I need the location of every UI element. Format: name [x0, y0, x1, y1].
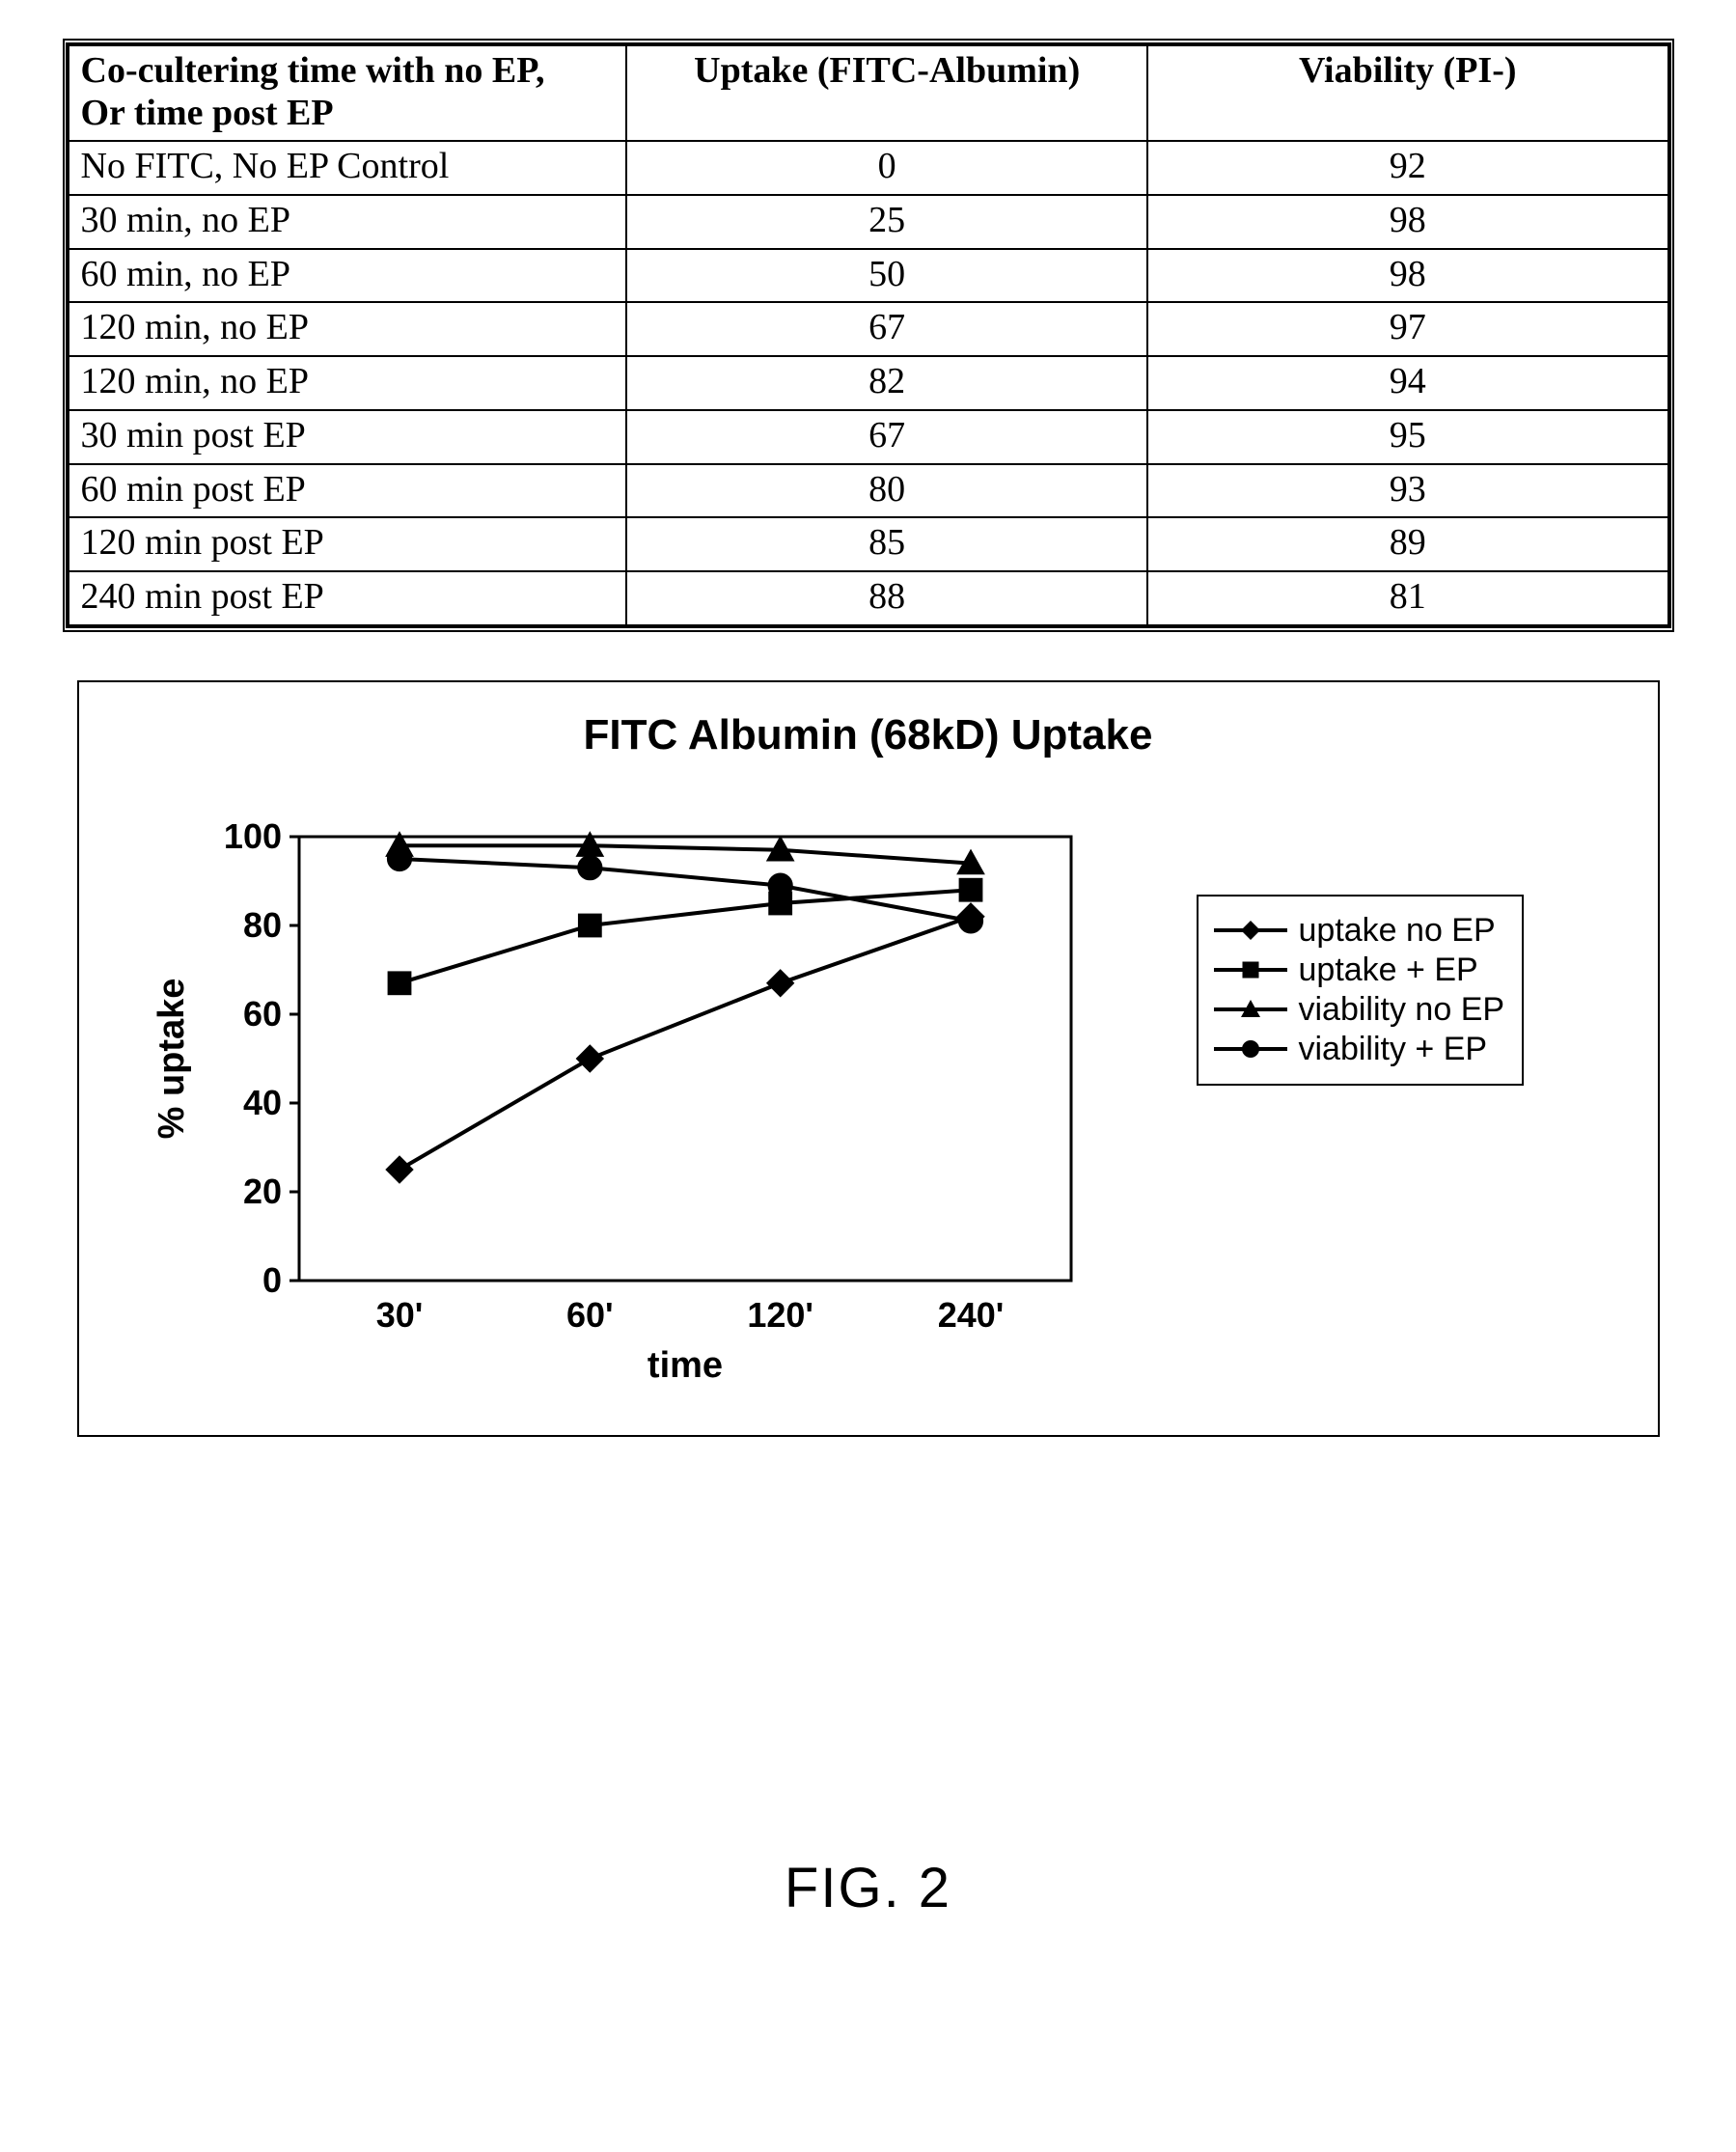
table-cell: No FITC, No EP Control [69, 141, 627, 195]
table-cell: 94 [1147, 356, 1667, 410]
table-cell: 60 min post EP [69, 464, 627, 518]
col-header-0-line1: Co-cultering time with no EP, [81, 50, 545, 91]
table-cell: 89 [1147, 517, 1667, 571]
table-cell: 80 [626, 464, 1147, 518]
svg-text:0: 0 [262, 1260, 281, 1300]
table-row: 30 min, no EP2598 [69, 195, 1668, 249]
svg-text:30': 30' [375, 1295, 423, 1335]
col-header-2: Viability (PI-) [1147, 45, 1667, 141]
chart-canvas: 0 20 40 60 80 100 30' 60' 120' 240' time % uptake [106, 779, 1168, 1396]
table-row: 30 min post EP6795 [69, 410, 1668, 464]
chart-legend: uptake no EPuptake + EPviability no EPvi… [1197, 895, 1525, 1086]
svg-text:120': 120' [747, 1295, 813, 1335]
svg-text:60': 60' [566, 1295, 614, 1335]
table-row: 120 min, no EP6797 [69, 302, 1668, 356]
svg-text:20: 20 [242, 1172, 281, 1211]
table-cell: 240 min post EP [69, 571, 627, 625]
data-table: Co-cultering time with no EP, Or time po… [63, 39, 1674, 632]
table-header-row: Co-cultering time with no EP, Or time po… [69, 45, 1668, 141]
table-row: 240 min post EP8881 [69, 571, 1668, 625]
legend-item: viability no EP [1212, 991, 1505, 1029]
table-cell: 67 [626, 302, 1147, 356]
table-row: 60 min, no EP5098 [69, 249, 1668, 303]
table-cell: 95 [1147, 410, 1667, 464]
legend-label: uptake no EP [1299, 912, 1496, 950]
legend-label: viability no EP [1299, 991, 1505, 1029]
svg-text:80: 80 [242, 905, 281, 945]
table-row: 120 min post EP8589 [69, 517, 1668, 571]
svg-text:40: 40 [242, 1083, 281, 1122]
svg-text:% uptake: % uptake [152, 978, 192, 1139]
table-cell: 85 [626, 517, 1147, 571]
table-cell: 98 [1147, 249, 1667, 303]
table-cell: 97 [1147, 302, 1667, 356]
legend-item: viability + EP [1212, 1031, 1505, 1068]
svg-text:60: 60 [242, 994, 281, 1034]
table-row: 120 min, no EP8294 [69, 356, 1668, 410]
table-cell: 0 [626, 141, 1147, 195]
col-header-0-line2: Or time post EP [81, 93, 334, 133]
col-header-0: Co-cultering time with no EP, Or time po… [69, 45, 627, 141]
table-cell: 120 min, no EP [69, 356, 627, 410]
table-cell: 82 [626, 356, 1147, 410]
table-cell: 30 min post EP [69, 410, 627, 464]
table-cell: 92 [1147, 141, 1667, 195]
svg-text:time: time [647, 1345, 722, 1386]
table-cell: 81 [1147, 571, 1667, 625]
svg-text:240': 240' [937, 1295, 1004, 1335]
table-row: 60 min post EP8093 [69, 464, 1668, 518]
table-cell: 120 min post EP [69, 517, 627, 571]
legend-item: uptake no EP [1212, 912, 1505, 950]
table-row: No FITC, No EP Control092 [69, 141, 1668, 195]
table-cell: 88 [626, 571, 1147, 625]
table-cell: 120 min, no EP [69, 302, 627, 356]
table-cell: 67 [626, 410, 1147, 464]
legend-item: uptake + EP [1212, 952, 1505, 989]
table-cell: 50 [626, 249, 1147, 303]
chart-title: FITC Albumin (68kD) Uptake [106, 711, 1631, 759]
table-cell: 25 [626, 195, 1147, 249]
col-header-1: Uptake (FITC-Albumin) [626, 45, 1147, 141]
table-cell: 93 [1147, 464, 1667, 518]
table-cell: 30 min, no EP [69, 195, 627, 249]
chart-container: FITC Albumin (68kD) Uptake 0 20 40 60 80 100 3… [77, 680, 1660, 1437]
svg-text:100: 100 [223, 816, 281, 856]
legend-label: viability + EP [1299, 1031, 1488, 1068]
figure-caption: FIG. 2 [0, 1856, 1736, 1920]
table-cell: 60 min, no EP [69, 249, 627, 303]
legend-label: uptake + EP [1299, 952, 1478, 989]
table-cell: 98 [1147, 195, 1667, 249]
